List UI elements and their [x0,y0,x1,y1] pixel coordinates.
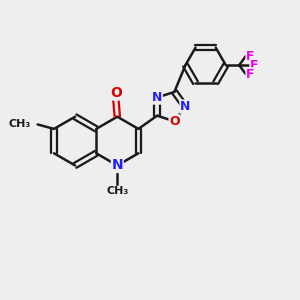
Text: F: F [246,68,254,81]
Text: F: F [250,59,258,72]
Text: N: N [152,91,162,104]
Text: O: O [169,115,180,128]
Text: O: O [110,86,122,100]
Text: N: N [180,100,190,113]
Text: CH₃: CH₃ [106,186,128,196]
Text: N: N [112,158,123,172]
Text: CH₃: CH₃ [9,119,31,129]
Text: F: F [246,50,254,63]
